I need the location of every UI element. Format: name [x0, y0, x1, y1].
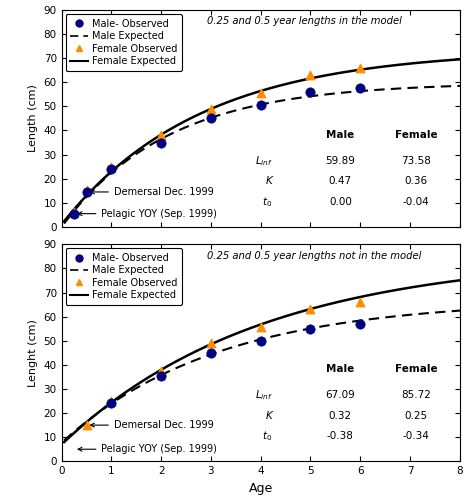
Point	[207, 115, 215, 123]
Text: $t_0$: $t_0$	[263, 195, 273, 209]
Text: Pelagic YOY (Sep. 1999): Pelagic YOY (Sep. 1999)	[78, 444, 217, 454]
Point	[257, 337, 264, 345]
Y-axis label: Length (cm): Length (cm)	[28, 84, 38, 152]
Point	[356, 320, 364, 328]
Text: 0.25: 0.25	[404, 411, 428, 421]
Y-axis label: Lenght (cm): Lenght (cm)	[28, 319, 38, 387]
Text: 67.09: 67.09	[326, 390, 355, 400]
Text: 0.25 and 0.5 year lengths not in the model: 0.25 and 0.5 year lengths not in the mod…	[207, 251, 421, 261]
Point	[82, 421, 90, 429]
Point	[157, 372, 165, 379]
Text: -0.38: -0.38	[327, 432, 354, 441]
Text: 0.25 and 0.5 year lengths in the model: 0.25 and 0.5 year lengths in the model	[207, 16, 402, 26]
Point	[157, 367, 165, 375]
Point	[82, 188, 90, 196]
Point	[70, 210, 78, 218]
Legend: Male- Observed, Male Expected, Female Observed, Female Expected: Male- Observed, Male Expected, Female Ob…	[65, 14, 182, 71]
Point	[307, 71, 314, 79]
Point	[207, 339, 215, 347]
Point	[157, 131, 165, 139]
X-axis label: Age: Age	[248, 482, 273, 495]
Point	[356, 84, 364, 92]
Text: $L_{inf}$: $L_{inf}$	[255, 154, 273, 168]
Text: K: K	[266, 411, 273, 421]
Point	[356, 64, 364, 72]
Text: 59.89: 59.89	[325, 156, 356, 166]
Text: Demersal Dec. 1999: Demersal Dec. 1999	[91, 420, 214, 430]
Text: 0.00: 0.00	[329, 197, 352, 207]
Point	[257, 89, 264, 97]
Text: Female: Female	[395, 365, 438, 374]
Point	[108, 397, 115, 405]
Point	[108, 165, 115, 173]
Point	[257, 323, 264, 331]
Point	[207, 105, 215, 113]
Text: Female: Female	[395, 130, 438, 140]
Text: -0.34: -0.34	[402, 432, 429, 441]
Text: -0.04: -0.04	[402, 197, 429, 207]
Text: Male: Male	[326, 365, 355, 374]
Text: Male: Male	[326, 130, 355, 140]
Point	[70, 208, 78, 216]
Point	[82, 186, 90, 193]
Point	[257, 101, 264, 109]
Point	[307, 306, 314, 313]
Point	[356, 298, 364, 306]
Text: 0.32: 0.32	[329, 411, 352, 421]
Legend: Male- Observed, Male Expected, Female Observed, Female Expected: Male- Observed, Male Expected, Female Ob…	[65, 248, 182, 305]
Text: 0.47: 0.47	[329, 177, 352, 186]
Point	[207, 349, 215, 357]
Text: 73.58: 73.58	[401, 156, 431, 166]
Text: Pelagic YOY (Sep. 1999): Pelagic YOY (Sep. 1999)	[78, 209, 217, 219]
Point	[108, 163, 115, 171]
Point	[108, 399, 115, 407]
Text: Demersal Dec. 1999: Demersal Dec. 1999	[91, 187, 214, 197]
Text: 85.72: 85.72	[401, 390, 431, 400]
Text: $L_{inf}$: $L_{inf}$	[255, 388, 273, 402]
Point	[157, 138, 165, 146]
Point	[307, 325, 314, 333]
Text: 0.36: 0.36	[404, 177, 428, 186]
Point	[307, 88, 314, 96]
Text: $t_0$: $t_0$	[263, 430, 273, 443]
Text: K: K	[266, 177, 273, 186]
